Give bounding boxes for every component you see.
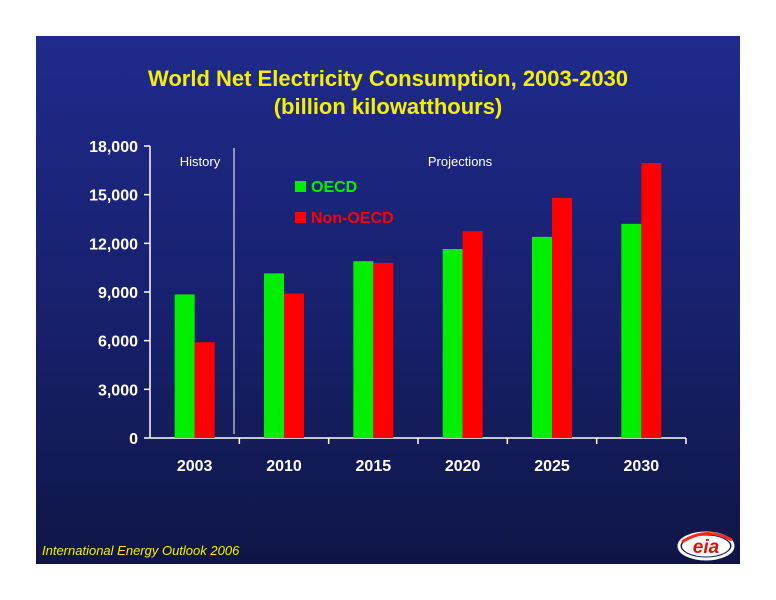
x-tick-label: 2025 bbox=[534, 458, 570, 475]
bar-non-oecd bbox=[552, 197, 572, 438]
x-tick-label: 2010 bbox=[266, 458, 302, 475]
legend-label-non-oecd: Non-OECD bbox=[311, 210, 394, 227]
x-axis-ticks: 2003 2010 2015 2020 2025 2030 bbox=[177, 438, 687, 475]
footer-source: International Energy Outlook 2006 bbox=[42, 543, 240, 558]
slide: World Net Electricity Consumption, 2003-… bbox=[36, 36, 740, 564]
bars bbox=[174, 163, 662, 438]
y-tick-label: 18,000 bbox=[89, 139, 138, 156]
bar-non-oecd bbox=[194, 342, 215, 438]
x-tick-label: 2030 bbox=[624, 458, 660, 475]
bar-oecd bbox=[174, 294, 195, 438]
eia-logo-icon: eia bbox=[677, 531, 735, 561]
y-tick-label: 12,000 bbox=[89, 236, 138, 253]
x-tick-label: 2015 bbox=[356, 458, 392, 475]
legend: OECD Non-OECD bbox=[295, 179, 394, 227]
chart-title: World Net Electricity Consumption, 2003-… bbox=[148, 66, 628, 91]
y-tick-label: 9,000 bbox=[98, 285, 138, 302]
legend-swatch-non-oecd bbox=[295, 212, 306, 223]
chart: World Net Electricity Consumption, 2003-… bbox=[89, 66, 687, 475]
bar-non-oecd bbox=[373, 262, 394, 438]
chart-subtitle: (billion kilowatthours) bbox=[274, 94, 503, 119]
history-label: History bbox=[180, 154, 221, 169]
legend-label-oecd: OECD bbox=[311, 179, 357, 196]
axes bbox=[149, 146, 686, 439]
bar-non-oecd bbox=[462, 231, 483, 438]
bar-non-oecd bbox=[641, 163, 662, 438]
y-tick-label: 0 bbox=[129, 431, 138, 448]
bar-oecd bbox=[621, 223, 642, 438]
eia-logo-text: eia bbox=[693, 537, 720, 558]
bar-oecd bbox=[442, 249, 463, 438]
y-tick-label: 15,000 bbox=[89, 188, 138, 205]
x-tick-label: 2003 bbox=[177, 458, 213, 475]
projections-label: Projections bbox=[428, 154, 493, 169]
legend-swatch-oecd bbox=[295, 181, 306, 192]
bar-oecd bbox=[353, 261, 374, 438]
y-tick-label: 6,000 bbox=[98, 334, 138, 351]
bar-oecd bbox=[532, 236, 552, 438]
x-tick-label: 2020 bbox=[445, 458, 481, 475]
bar-oecd bbox=[264, 273, 284, 438]
bar-non-oecd bbox=[284, 293, 304, 438]
y-tick-label: 3,000 bbox=[98, 382, 138, 399]
y-axis-ticks: 0 3,000 6,000 9,000 12,000 15,000 18,000 bbox=[89, 139, 150, 448]
